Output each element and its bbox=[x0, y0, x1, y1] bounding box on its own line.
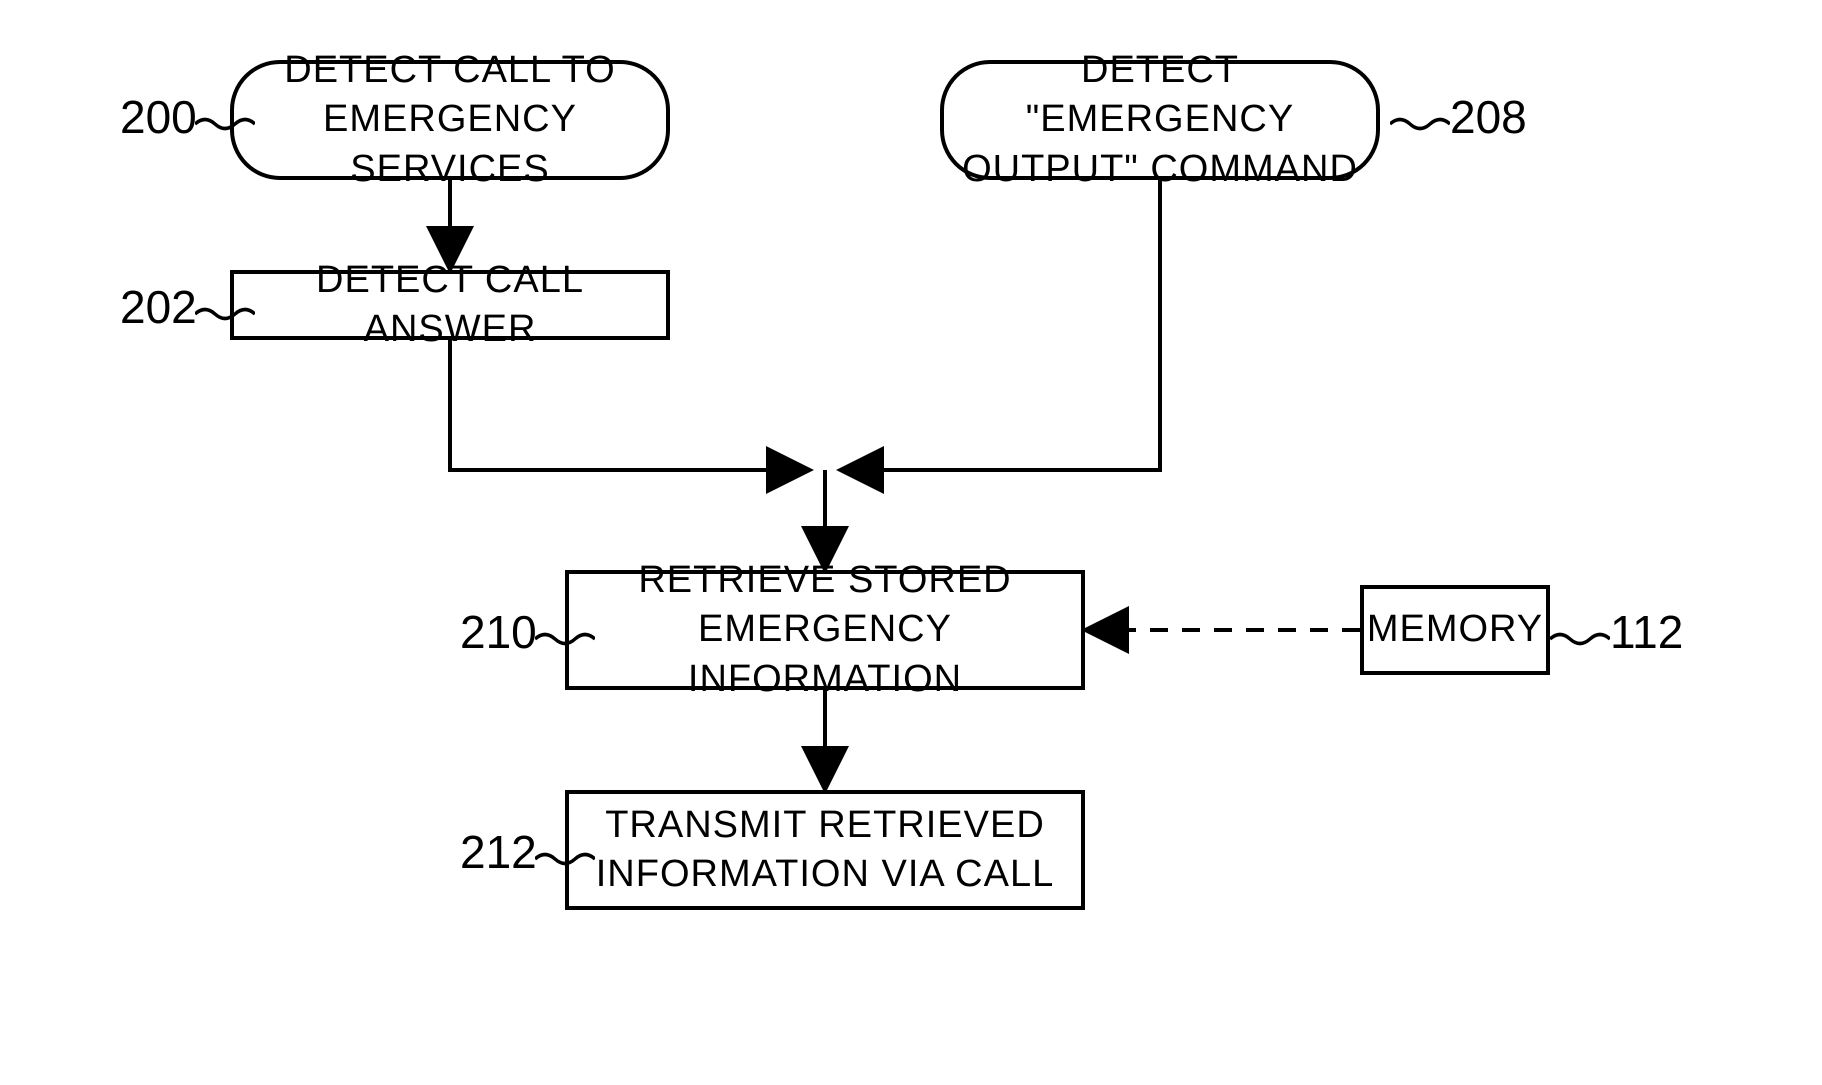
squiggle-202 bbox=[195, 305, 255, 323]
edge-2 bbox=[840, 180, 1160, 470]
edge-1 bbox=[450, 340, 810, 470]
ref-label-208: 208 bbox=[1450, 90, 1527, 144]
ref-label-200: 200 bbox=[120, 90, 197, 144]
node-text: DETECT CALL ANSWER bbox=[234, 256, 666, 355]
ref-label-202: 202 bbox=[120, 280, 197, 334]
ref-label-212: 212 bbox=[460, 825, 537, 879]
squiggle-208 bbox=[1390, 115, 1450, 133]
ref-label-112: 112 bbox=[1610, 605, 1683, 659]
node-text: DETECT "EMERGENCYOUTPUT" COMMAND bbox=[944, 46, 1376, 194]
flowchart-node-n202: DETECT CALL ANSWER bbox=[230, 270, 670, 340]
flowchart-node-n210: RETRIEVE STOREDEMERGENCY INFORMATION bbox=[565, 570, 1085, 690]
node-text: MEMORY bbox=[1367, 605, 1543, 654]
node-text: DETECT CALL TOEMERGENCY SERVICES bbox=[234, 46, 666, 194]
squiggle-200 bbox=[195, 115, 255, 133]
squiggle-210 bbox=[535, 630, 595, 648]
node-text: TRANSMIT RETRIEVEDINFORMATION VIA CALL bbox=[596, 801, 1054, 900]
flowchart-node-n112: MEMORY bbox=[1360, 585, 1550, 675]
ref-label-210: 210 bbox=[460, 605, 537, 659]
flowchart-node-n200: DETECT CALL TOEMERGENCY SERVICES bbox=[230, 60, 670, 180]
flowchart-node-n212: TRANSMIT RETRIEVEDINFORMATION VIA CALL bbox=[565, 790, 1085, 910]
squiggle-212 bbox=[535, 850, 595, 868]
squiggle-112 bbox=[1550, 630, 1610, 648]
flowchart-node-n208: DETECT "EMERGENCYOUTPUT" COMMAND bbox=[940, 60, 1380, 180]
node-text: RETRIEVE STOREDEMERGENCY INFORMATION bbox=[569, 556, 1081, 704]
